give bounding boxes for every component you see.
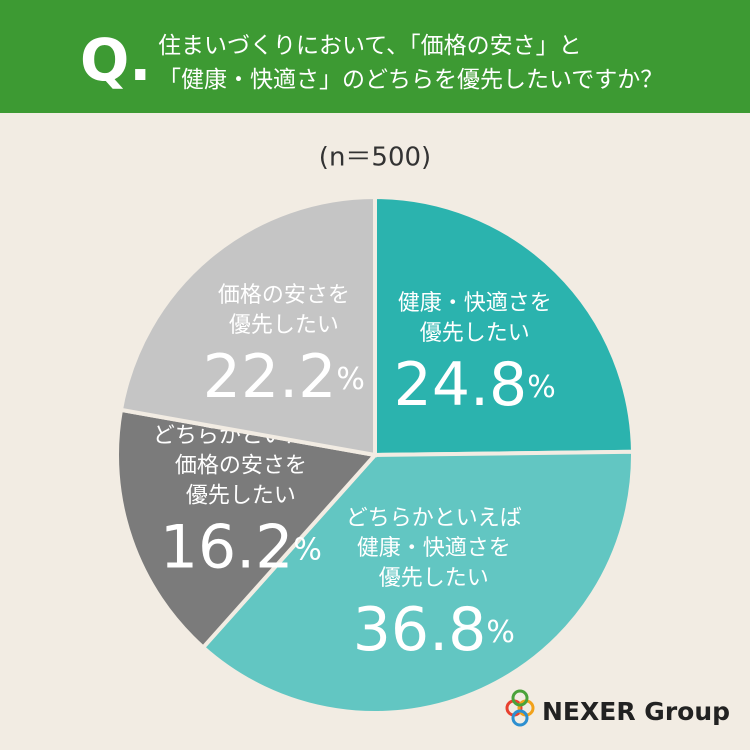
brand-name: NEXER Group — [542, 697, 730, 726]
slice-label: どちらかといえば健康・快適さを優先したい — [346, 506, 522, 591]
pie-slice — [118, 194, 377, 458]
header-band — [0, 0, 750, 113]
slice-label: 健康・快適さを優先したい — [398, 291, 552, 346]
chart-title: 住まいづくりにおいて、「価格の安さ」と「健康・快適さ」のどちらを優先したいですか… — [158, 33, 663, 93]
logo-ring — [511, 689, 529, 707]
value-label: 24.8% — [394, 350, 556, 420]
value-label: 36.8% — [353, 595, 515, 665]
question-mark: Q. — [80, 26, 151, 94]
slice-label: 価格の安さを優先したい — [218, 283, 350, 338]
pie-slice — [115, 407, 379, 651]
chart-subtitle: (n＝500) — [319, 143, 431, 173]
pie-slice — [200, 449, 635, 715]
brand-logo-icon — [505, 689, 535, 727]
pie-slice — [373, 194, 636, 458]
value-label: 16.2% — [160, 512, 322, 582]
value-label: 22.2% — [203, 342, 365, 412]
logo-ring — [511, 709, 529, 727]
